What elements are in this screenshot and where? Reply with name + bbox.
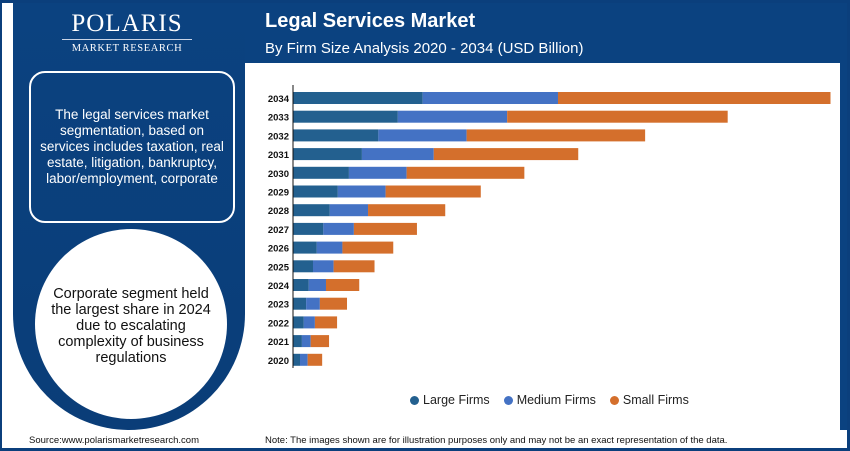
y-tick-label: 2026 xyxy=(268,244,289,255)
bar-small-firms-2020 xyxy=(307,353,323,366)
legend-swatch-small xyxy=(609,395,619,405)
y-tick-label: 2023 xyxy=(268,300,289,311)
disclaimer-note: Note: The images shown are for illustrat… xyxy=(265,435,728,446)
y-tick-label: 2032 xyxy=(268,131,289,142)
bar-small-firms-2030 xyxy=(406,166,525,179)
y-tick-label: 2034 xyxy=(268,94,290,105)
bar-medium-firms-2020 xyxy=(299,353,308,366)
bar-medium-firms-2023 xyxy=(306,297,320,310)
bar-medium-firms-2030 xyxy=(348,166,407,179)
bar-medium-firms-2034 xyxy=(422,92,558,104)
segmentation-info-box: The legal services market segmentation, … xyxy=(29,71,235,223)
bar-large-firms-2030 xyxy=(293,166,349,179)
bar-medium-firms-2032 xyxy=(378,129,467,142)
legend-item-small: Small Firms xyxy=(609,393,689,407)
bar-large-firms-2032 xyxy=(293,129,379,142)
bar-medium-firms-2025 xyxy=(312,260,334,273)
highlight-circle: Corporate segment held the largest share… xyxy=(35,229,227,419)
bar-medium-firms-2029 xyxy=(337,185,386,198)
bar-small-firms-2033 xyxy=(507,110,728,123)
legend-swatch-medium xyxy=(503,395,513,405)
source-text: Source:www.polarismarketresearch.com xyxy=(29,435,200,446)
legend-item-large: Large Firms xyxy=(410,393,490,407)
bar-medium-firms-2028 xyxy=(329,204,369,217)
bar-small-firms-2032 xyxy=(466,129,646,142)
bar-small-firms-2025 xyxy=(333,260,375,273)
bar-small-firms-2027 xyxy=(353,222,417,235)
bar-large-firms-2029 xyxy=(293,185,338,198)
y-tick-label: 2021 xyxy=(268,337,290,348)
chart-legend: Large Firms Medium Firms Small Firms xyxy=(410,393,689,407)
info-text: The legal services market segmentation, … xyxy=(40,107,224,186)
legend-label: Medium Firms xyxy=(516,393,596,407)
y-tick-label: 2031 xyxy=(268,150,290,161)
bar-medium-firms-2022 xyxy=(303,316,315,329)
y-tick-label: 2029 xyxy=(268,188,289,199)
bar-small-firms-2021 xyxy=(310,335,330,348)
y-tick-label: 2024 xyxy=(268,281,290,292)
bar-large-firms-2026 xyxy=(293,241,317,254)
bar-small-firms-2029 xyxy=(385,185,481,198)
y-tick-label: 2028 xyxy=(268,206,289,217)
bar-small-firms-2034 xyxy=(557,92,831,104)
bar-small-firms-2023 xyxy=(319,297,348,310)
bar-large-firms-2023 xyxy=(293,297,307,310)
bar-small-firms-2031 xyxy=(433,148,579,161)
bar-chart: 2034 2033 2032 2031 2030 2029 2028 2027 2026 2025… xyxy=(268,85,831,368)
bar-large-firms-2020 xyxy=(293,353,300,366)
y-tick-label: 2033 xyxy=(268,113,289,124)
bar-large-firms-2028 xyxy=(293,204,330,217)
bar-small-firms-2024 xyxy=(325,279,360,291)
legend-label: Large Firms xyxy=(423,393,490,407)
bar-large-firms-2022 xyxy=(293,316,304,329)
legend-label: Small Firms xyxy=(622,393,689,407)
bar-large-firms-2024 xyxy=(293,279,309,291)
bar-small-firms-2022 xyxy=(314,316,338,329)
bar-medium-firms-2033 xyxy=(397,110,508,123)
bar-large-firms-2025 xyxy=(293,260,313,273)
bar-medium-firms-2026 xyxy=(316,241,343,254)
logo-tagline: MARKET RESEARCH xyxy=(71,43,183,54)
right-edge-band xyxy=(840,63,847,430)
bar-large-firms-2033 xyxy=(293,110,398,123)
chart-title: Legal Services Market xyxy=(265,10,476,32)
y-tick-label: 2020 xyxy=(268,356,289,367)
y-tick-label: 2022 xyxy=(268,318,289,329)
bar-medium-firms-2021 xyxy=(301,335,311,348)
y-tick-label: 2025 xyxy=(268,262,290,273)
legend-item-medium: Medium Firms xyxy=(503,393,596,407)
logo-brand: POLARIS xyxy=(71,10,183,37)
bar-large-firms-2021 xyxy=(293,335,302,348)
legend-swatch-large xyxy=(410,395,419,405)
bar-medium-firms-2024 xyxy=(308,279,326,291)
logo-divider xyxy=(62,39,192,40)
y-tick-label: 2030 xyxy=(268,169,289,180)
chart-subtitle: By Firm Size Analysis 2020 - 2034 (USD B… xyxy=(265,40,584,57)
bar-large-firms-2034 xyxy=(293,92,423,104)
bar-small-firms-2028 xyxy=(368,204,446,217)
bar-large-firms-2031 xyxy=(293,148,362,161)
highlight-text: Corporate segment held the largest share… xyxy=(51,286,211,366)
bar-large-firms-2027 xyxy=(293,222,324,235)
bar-medium-firms-2031 xyxy=(361,148,434,161)
y-tick-label: 2027 xyxy=(268,225,289,236)
bar-small-firms-2026 xyxy=(342,241,394,254)
bar-medium-firms-2027 xyxy=(323,222,354,235)
polaris-logo: POLARIS MARKET RESEARCH xyxy=(62,11,192,54)
